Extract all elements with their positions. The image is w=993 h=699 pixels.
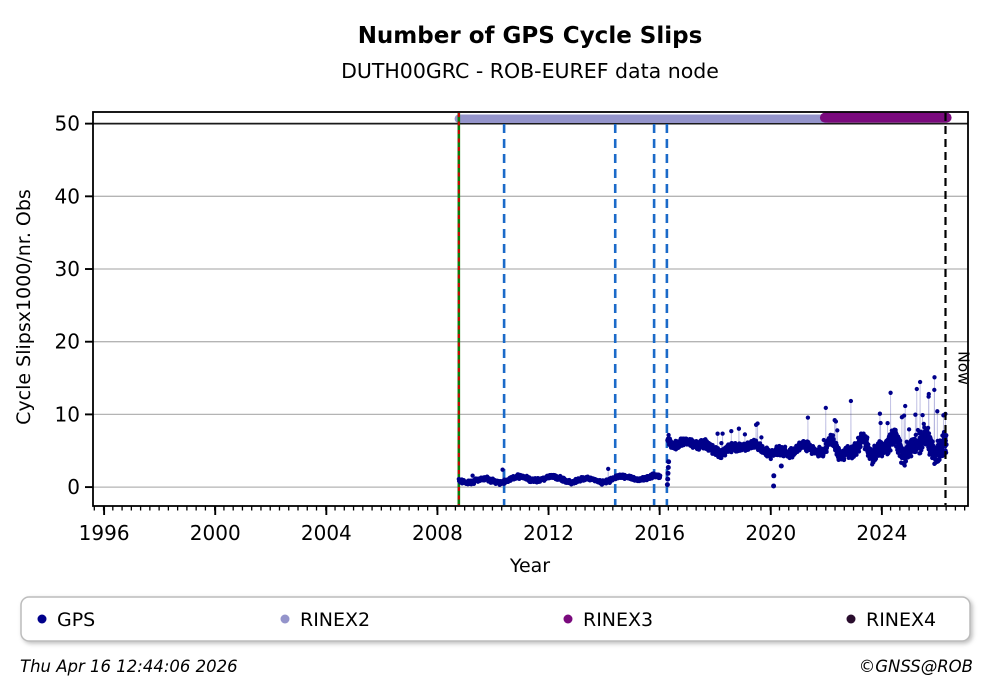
rinex2-marker-icon <box>280 614 290 624</box>
x-tick-label: 2012 <box>523 521 574 545</box>
legend-item-rinex3: RINEX3 <box>563 609 653 631</box>
y-tick-label: 10 <box>55 402 80 426</box>
x-tick-label: 2020 <box>745 521 796 545</box>
y-axis-label: Cycle Slipsx1000/nr. Obs <box>13 189 35 425</box>
x-axis-label: Year <box>509 555 550 577</box>
gps-outlier-point <box>664 482 670 488</box>
gps-outlier-point <box>665 470 671 476</box>
legend-label-gps: GPS <box>57 609 95 631</box>
legend-item-rinex4: RINEX4 <box>846 609 936 631</box>
legend-label-rinex3: RINEX3 <box>583 609 653 631</box>
gps-marker-icon <box>37 614 47 624</box>
gps-outlier-point <box>665 465 671 470</box>
x-tick-label: 2004 <box>301 521 352 545</box>
legend-label-rinex4: RINEX4 <box>866 609 936 631</box>
y-tick-label: 50 <box>55 112 80 136</box>
chart-title: Number of GPS Cycle Slips <box>358 23 703 49</box>
x-tick-label: 2008 <box>412 521 463 545</box>
gps-scatter <box>456 375 949 489</box>
y-tick-label: 30 <box>55 257 80 281</box>
gps-outlier-point <box>771 473 777 479</box>
axis-ticks <box>85 122 966 515</box>
gps-outlier-point <box>666 459 672 465</box>
event-lines <box>457 113 669 505</box>
axis-tick-labels: 1996 2000 2004 2008 2012 2016 2020 2024 0 10 20 30 4… <box>55 112 908 545</box>
rinex-availability-bars <box>454 112 952 124</box>
x-tick-label: 2016 <box>634 521 685 545</box>
x-tick-label: 2000 <box>190 521 241 545</box>
x-tick-label: 1996 <box>79 521 130 545</box>
rinex3-marker-icon <box>563 614 573 624</box>
chart-subtitle: DUTH00GRC - ROB-EUREF data node <box>341 59 719 83</box>
x-tick-label: 2024 <box>856 521 907 545</box>
gps-outlier-point <box>771 483 777 489</box>
legend-label-rinex2: RINEX2 <box>300 609 370 631</box>
gps-outlier-point <box>778 463 784 469</box>
y-tick-label: 20 <box>55 330 80 354</box>
legend-box <box>20 596 971 642</box>
legend: GPS RINEX2 RINEX3 RINEX4 <box>20 596 971 642</box>
legend-item-gps: GPS <box>37 609 95 631</box>
plot-frame <box>92 111 969 507</box>
grid-lines <box>93 122 968 488</box>
generation-timestamp: Thu Apr 16 12:44:06 2026 <box>20 657 238 676</box>
rinex4-marker-icon <box>846 614 856 624</box>
legend-item-rinex2: RINEX2 <box>280 609 370 631</box>
now-label: Now <box>955 351 973 385</box>
y-tick-label: 0 <box>67 475 80 499</box>
y-tick-label: 40 <box>55 184 80 208</box>
gps-outlier-point <box>665 476 671 482</box>
copyright: ©GNSS@ROB <box>859 657 973 676</box>
